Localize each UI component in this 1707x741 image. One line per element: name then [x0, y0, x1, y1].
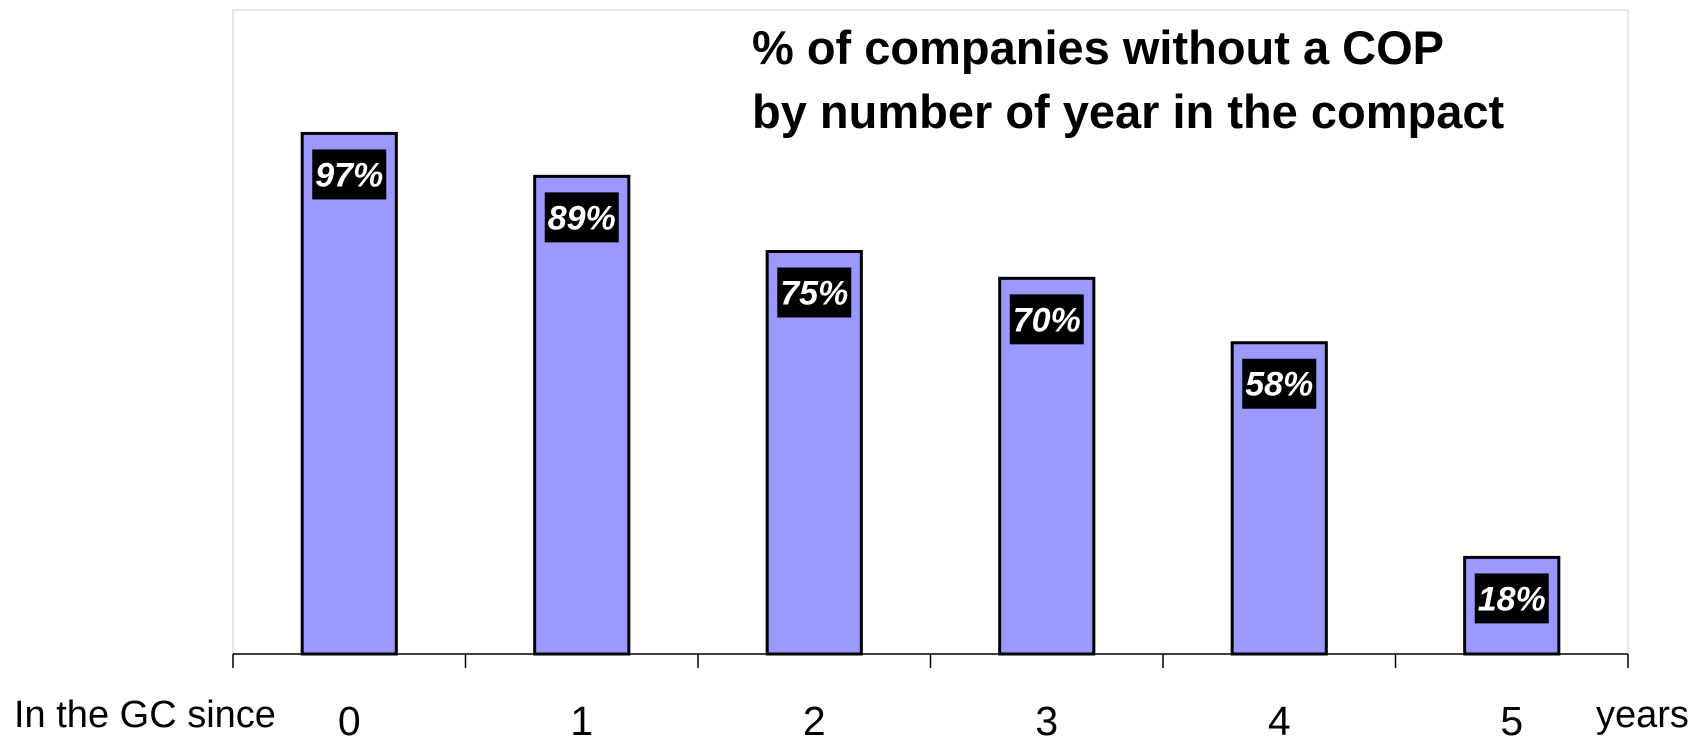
- chart-title-line-2: by number of year in the compact: [752, 85, 1505, 138]
- x-tick-label-0: 0: [338, 698, 361, 741]
- data-label-5: 18%: [1478, 580, 1546, 618]
- data-label-box-4: [1242, 358, 1317, 409]
- data-label-box-1: [544, 192, 619, 243]
- x-axis-prefix-label: In the GC since: [14, 694, 276, 736]
- chart-title-line-1: % of companies without a COP: [752, 21, 1443, 74]
- x-tick-label-3: 3: [1035, 698, 1058, 741]
- x-tick-label-4: 4: [1268, 698, 1291, 741]
- data-label-4: 58%: [1245, 366, 1313, 404]
- bars-group: 97% 89% 75% 70% 58% 18%: [300, 131, 1561, 656]
- data-label-1: 89%: [548, 199, 616, 237]
- data-label-0: 97%: [315, 156, 383, 194]
- data-label-2: 75%: [780, 275, 848, 313]
- x-tick-label-5: 5: [1500, 698, 1523, 741]
- x-tick-labels: 0 1 2 3 4 5: [338, 698, 1523, 741]
- chart-title: % of companies without a COP by number o…: [752, 21, 1505, 138]
- data-label-box-2: [777, 267, 852, 318]
- data-label-3: 70%: [1013, 301, 1081, 339]
- x-tick-label-2: 2: [803, 698, 826, 741]
- x-tick-label-1: 1: [570, 698, 593, 741]
- x-axis: [232, 653, 1629, 668]
- bar-0: [300, 131, 398, 656]
- bar-2: [765, 250, 863, 656]
- data-label-box-0: [312, 149, 387, 200]
- data-label-box-5: [1474, 573, 1549, 624]
- bar-1: [533, 174, 631, 656]
- data-label-box-3: [1009, 294, 1084, 345]
- plot-area-border: [232, 9, 1629, 655]
- x-axis-suffix-label: years: [1596, 694, 1689, 736]
